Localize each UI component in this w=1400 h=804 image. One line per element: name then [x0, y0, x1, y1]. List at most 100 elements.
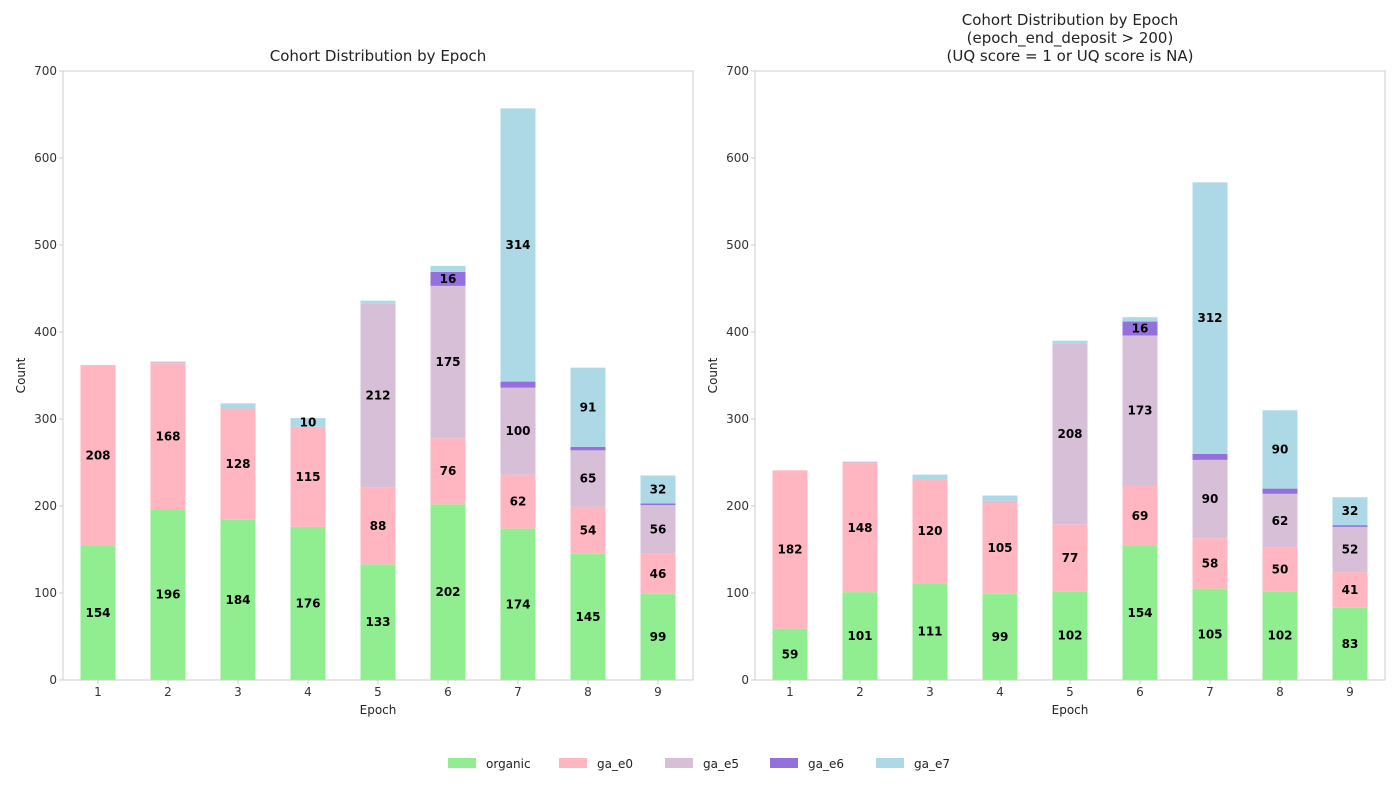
data-label: 312	[1197, 311, 1222, 325]
bar-segment-organic	[1052, 591, 1088, 680]
bar-segment-organic	[500, 528, 536, 680]
bar-segment-ga_e6	[1332, 525, 1368, 527]
bar-segment-ga_e7	[500, 108, 536, 382]
bar-segment-ga_e0	[1262, 547, 1298, 592]
data-label: 16	[440, 272, 457, 286]
y-tick-label: 300	[34, 412, 57, 426]
legend: organic ga_e0 ga_e5 ga_e6 ga_e7	[448, 757, 950, 771]
data-label: 41	[1342, 583, 1359, 597]
bar-segment-ga_e7	[982, 495, 1018, 501]
data-label: 10	[300, 415, 317, 429]
x-tick-label: 8	[1276, 685, 1284, 699]
bar-segment-ga_e0	[772, 470, 808, 629]
chart-title-line: Cohort Distribution by Epoch	[270, 47, 487, 65]
bar-segment-ga_e5	[150, 361, 186, 364]
legend-swatch-ga_e6	[770, 758, 798, 768]
bar-segment-organic	[290, 526, 326, 680]
bar-segment-ga_e0	[982, 502, 1018, 594]
data-label: 58	[1202, 556, 1219, 570]
data-label: 128	[225, 457, 250, 471]
plot-frame	[754, 70, 1386, 681]
bar-segment-ga_e0	[570, 506, 606, 554]
data-label: 76	[440, 464, 457, 478]
bar-segment-ga_e6	[1122, 321, 1158, 336]
bar-segment-ga_e5	[640, 505, 676, 554]
data-label: 62	[510, 495, 527, 509]
y-tick-label: 400	[34, 325, 57, 339]
data-label: 105	[987, 541, 1012, 555]
legend-swatch-organic	[448, 758, 476, 768]
x-tick-label: 2	[164, 685, 172, 699]
x-axis-label: Epoch	[360, 703, 397, 717]
data-label: 90	[1272, 442, 1289, 456]
data-label: 208	[85, 449, 110, 463]
legend-label-ga_e6: ga_e6	[808, 757, 844, 771]
bar-segment-organic	[982, 593, 1018, 680]
y-tick-label: 100	[726, 586, 749, 600]
data-label: 145	[575, 610, 600, 624]
data-label: 168	[155, 429, 180, 443]
x-tick-label: 5	[1066, 685, 1074, 699]
data-label: 100	[505, 424, 530, 438]
x-tick-label: 3	[234, 685, 242, 699]
bar-segment-ga_e6	[1192, 453, 1228, 460]
legend-label-ga_e5: ga_e5	[703, 757, 739, 771]
chart-left: Cohort Distribution by Epoch 0 100 200 300 40…	[14, 47, 694, 717]
bar-segment-organic	[1192, 588, 1228, 680]
bar-segment-ga_e7	[570, 367, 606, 447]
bar-segment-organic	[150, 509, 186, 680]
data-label: 196	[155, 588, 180, 602]
data-label: 148	[847, 521, 872, 535]
x-tick-label: 7	[1206, 685, 1214, 699]
bar-segment-ga_e0	[842, 463, 878, 593]
x-tick-label: 4	[996, 685, 1004, 699]
data-label: 133	[365, 615, 390, 629]
legend-swatch-ga_e7	[876, 758, 904, 768]
x-tick-label: 9	[1346, 685, 1354, 699]
data-label: 173	[1127, 404, 1152, 418]
y-tick-label: 700	[726, 64, 749, 78]
x-tick-label: 6	[1136, 685, 1144, 699]
y-tick-label: 600	[34, 151, 57, 165]
bar-segment-organic	[570, 553, 606, 680]
bar-segment-ga_e5	[842, 461, 878, 464]
x-axis-label: Epoch	[1052, 703, 1089, 717]
y-tick-label: 500	[726, 238, 749, 252]
bar-segment-ga_e0	[912, 479, 948, 584]
x-tick-label: 9	[654, 685, 662, 699]
x-tick-label: 4	[304, 685, 312, 699]
x-tick-label: 6	[444, 685, 452, 699]
bar-segment-ga_e6	[500, 381, 536, 388]
y-tick-label: 400	[726, 325, 749, 339]
bar-segment-ga_e0	[1122, 485, 1158, 547]
data-label: 52	[1342, 543, 1359, 557]
bar-segment-ga_e5	[1262, 493, 1298, 548]
bar-segment-ga_e5	[570, 450, 606, 507]
bar-segment-ga_e7	[1262, 410, 1298, 489]
y-tick-label: 0	[49, 673, 57, 687]
data-label: 154	[85, 606, 110, 620]
bar-segment-ga_e0	[500, 474, 536, 529]
bar-segment-ga_e6	[570, 446, 606, 451]
data-label: 56	[650, 522, 667, 536]
x-tick-label: 1	[786, 685, 794, 699]
bar-segment-ga_e5	[1122, 335, 1158, 486]
bar-segment-ga_e5	[982, 500, 1018, 503]
bar-segment-ga_e5	[1192, 459, 1228, 539]
bar-segment-ga_e0	[220, 408, 256, 520]
bar-segment-organic	[220, 519, 256, 680]
data-label: 32	[1342, 504, 1359, 518]
y-tick-label: 100	[34, 586, 57, 600]
bar-segment-ga_e0	[1332, 572, 1368, 608]
data-label: 102	[1267, 629, 1292, 643]
bar-segment-ga_e7	[430, 265, 466, 272]
data-label: 99	[650, 630, 667, 644]
data-label: 16	[1132, 322, 1149, 336]
data-label: 54	[580, 523, 597, 537]
data-label: 69	[1132, 509, 1149, 523]
bar-segment-ga_e7	[1052, 340, 1088, 344]
data-label: 88	[370, 519, 387, 533]
bar-segment-ga_e5	[360, 303, 396, 488]
bar-segment-ga_e6	[1262, 488, 1298, 494]
